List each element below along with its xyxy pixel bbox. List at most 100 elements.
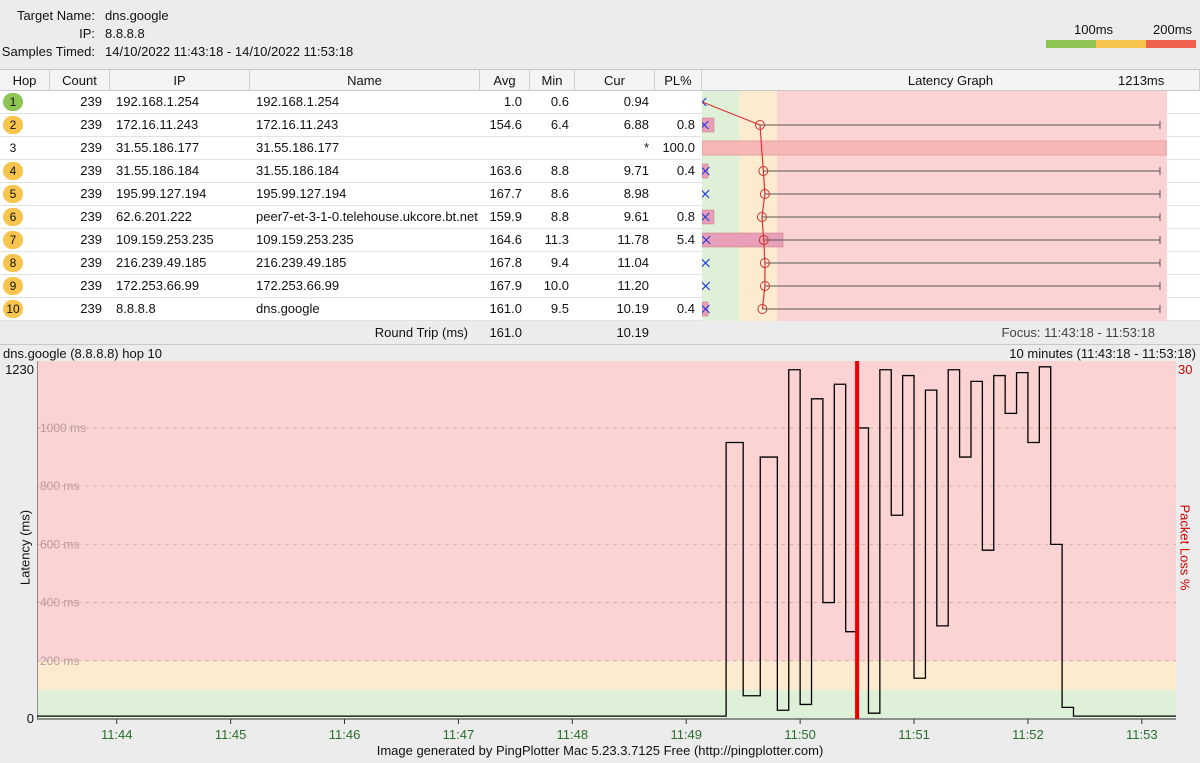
pl-cell: 0.8 (676, 209, 695, 224)
hop-number: 6 (3, 208, 23, 226)
cur-cell: 11.20 (617, 278, 649, 293)
min-cell: 11.3 (544, 232, 569, 247)
name-cell: 31.55.186.177 (256, 140, 340, 155)
zone-green (37, 689, 1176, 719)
samples-label: Samples Timed: (1, 44, 95, 59)
min-cell: 8.8 (550, 163, 569, 178)
min-marker (702, 120, 709, 129)
col-min[interactable]: Min (530, 70, 575, 91)
legend-yellow-bar (1096, 40, 1146, 48)
round-trip-row: Round Trip (ms) 161.0 10.19 Focus: 11:43… (0, 321, 1200, 345)
ip-cell: 172.16.11.243 (116, 117, 199, 132)
avg-cell: 161.0 (489, 301, 522, 316)
latency-graph (702, 91, 1167, 321)
hop-number: 10 (3, 300, 23, 318)
ip-cell: 31.55.186.184 (116, 163, 200, 178)
count-cell: 239 (80, 186, 102, 201)
count-cell: 239 (80, 278, 102, 293)
target-name-value: dns.google (105, 8, 169, 23)
cur-cell: 10.19 (616, 301, 649, 316)
timeline-title: dns.google (8.8.8.8) hop 10 (3, 346, 163, 361)
hop-number: 4 (3, 162, 23, 180)
avg-point (759, 258, 770, 268)
hop-number: 9 (3, 277, 23, 295)
count-cell: 239 (80, 163, 102, 178)
min-marker (702, 304, 710, 314)
grid-label: 400 ms (40, 596, 79, 610)
loss-bar (702, 117, 715, 133)
pl-cell (655, 275, 695, 297)
avg-point (759, 281, 770, 291)
x-tick-label: 11:50 (784, 727, 816, 742)
min-cell: 0.6 (550, 94, 569, 109)
cur-cell: * (643, 140, 649, 155)
x-tick-label: 11:48 (557, 727, 589, 742)
min-cell: 9.5 (550, 301, 569, 316)
avg-point (757, 304, 768, 314)
round-trip-avg: 161.0 (489, 325, 522, 340)
col-ip[interactable]: IP (110, 70, 250, 91)
avg-point (759, 189, 770, 199)
name-cell: dns.google (256, 301, 320, 316)
ip-cell: 8.8.8.8 (116, 301, 156, 316)
name-cell: 31.55.186.184 (256, 163, 340, 178)
min-cell: 10.0 (543, 278, 569, 293)
col-avg[interactable]: Avg (480, 70, 530, 91)
cur-cell: 0.94 (623, 94, 649, 109)
hop-number: 8 (3, 254, 23, 272)
name-cell: 109.159.253.235 (256, 232, 354, 247)
hop-number: 1 (3, 93, 23, 111)
timeline-chart[interactable]: 1000 ms 800 ms 600 ms 400 ms 200 ms 11:44 11:4… (37, 361, 1176, 746)
min-marker (702, 235, 711, 245)
avg-point (754, 120, 765, 130)
pl-max-label: 30 (1178, 362, 1193, 377)
legend-200-label: 200ms (1153, 22, 1193, 37)
min-marker (702, 212, 710, 222)
col-hop[interactable]: Hop (0, 70, 50, 91)
name-cell: 195.99.127.194 (256, 186, 347, 201)
name-cell: 192.168.1.254 (256, 94, 340, 109)
ip-cell: 192.168.1.254 (116, 94, 200, 109)
avg-point (756, 212, 767, 222)
avg-cell: 164.6 (489, 232, 522, 247)
y2-axis-label: Packet Loss % (1177, 504, 1193, 591)
col-name[interactable]: Name (250, 70, 480, 91)
avg-point (758, 166, 769, 176)
count-cell: 239 (80, 140, 102, 155)
avg-point (758, 235, 769, 245)
col-pl[interactable]: PL% (655, 70, 702, 91)
min-cell: 8.6 (550, 186, 569, 201)
min-marker (702, 281, 711, 291)
name-cell: peer7-et-3-1-0.telehouse.ukcore.bt.net (256, 209, 478, 224)
pl-cell (655, 252, 695, 274)
round-trip-cur: 10.19 (616, 325, 649, 340)
avg-cell: 154.6 (489, 117, 522, 132)
ip-cell: 109.159.253.235 (116, 232, 214, 247)
legend-red-bar (1146, 40, 1196, 48)
grid-label: 600 ms (40, 537, 79, 551)
x-tick-label: 11:52 (1012, 727, 1044, 742)
target-name-label: Target Name: (16, 8, 95, 23)
x-tick-label: 11:51 (898, 727, 930, 742)
col-cur[interactable]: Cur (575, 70, 655, 91)
min-marker (702, 166, 710, 176)
hop-number: 3 (9, 141, 17, 155)
pl-cell (655, 91, 695, 113)
col-count[interactable]: Count (50, 70, 110, 91)
ip-value: 8.8.8.8 (105, 26, 145, 41)
round-trip-label: Round Trip (ms) (374, 325, 468, 340)
cur-cell: 8.98 (623, 186, 649, 201)
grid-label: 200 ms (40, 654, 79, 668)
footer-credit: Image generated by PingPlotter Mac 5.23.… (376, 743, 824, 758)
x-tick-label: 11:47 (443, 727, 475, 742)
y-zero-label: 0 (26, 711, 34, 726)
count-cell: 239 (80, 209, 102, 224)
min-cell (530, 137, 569, 159)
graph-max-label: 1213ms (1118, 73, 1165, 88)
hop-number: 2 (3, 116, 23, 134)
ip-cell: 31.55.186.177 (116, 140, 200, 155)
legend-100-label: 100ms (1074, 22, 1114, 37)
min-cell: 9.4 (550, 255, 569, 270)
table-header: Hop Count IP Name Avg Min Cur PL% Latenc… (0, 69, 1200, 91)
focus-range: Focus: 11:43:18 - 11:53:18 (1001, 325, 1155, 340)
